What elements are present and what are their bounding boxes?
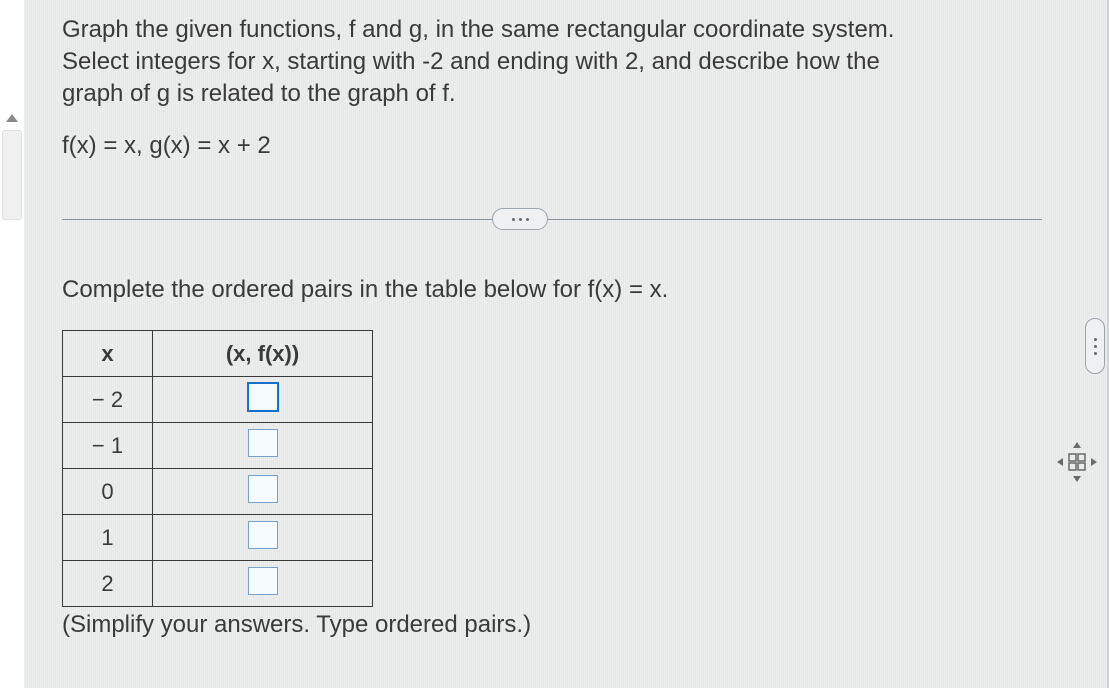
x-value-cell: 0: [63, 469, 153, 515]
table-row: − 2: [63, 377, 373, 423]
table-header-x: x: [63, 331, 153, 377]
ordered-pairs-table: x (x, f(x)) − 2 − 1 0 1: [62, 330, 373, 607]
instruction-text: Complete the ordered pairs in the table …: [62, 276, 1062, 304]
dot-icon: [512, 218, 515, 221]
dot-icon: [1094, 345, 1097, 348]
answer-input[interactable]: [248, 521, 278, 549]
scroll-up-arrow-icon[interactable]: [6, 114, 18, 122]
left-scrollbar-track[interactable]: [0, 0, 24, 688]
fx-input-cell: [153, 469, 373, 515]
problem-line-1: Graph the given functions, f and g, in t…: [62, 14, 1062, 46]
move-window-icon[interactable]: [1055, 440, 1099, 484]
question-content: Graph the given functions, f and g, in t…: [62, 14, 1062, 639]
answer-input[interactable]: [248, 429, 278, 457]
fx-input-cell: [153, 377, 373, 423]
x-value-cell: − 2: [63, 377, 153, 423]
fx-input-cell: [153, 423, 373, 469]
table-row: 0: [63, 469, 373, 515]
answer-input[interactable]: [248, 567, 278, 595]
x-value-cell: 2: [63, 561, 153, 607]
dot-icon: [526, 218, 529, 221]
dot-icon: [1094, 352, 1097, 355]
table-header-fx: (x, f(x)): [153, 331, 373, 377]
section-divider: [62, 208, 1062, 232]
answer-hint: (Simplify your answers. Type ordered pai…: [62, 611, 1062, 639]
dot-icon: [519, 218, 522, 221]
side-options-button[interactable]: [1085, 318, 1105, 374]
problem-line-2: Select integers for x, starting with -2 …: [62, 46, 1062, 78]
table-row: 1: [63, 515, 373, 561]
x-value-cell: − 1: [63, 423, 153, 469]
scrollbar-thumb[interactable]: [2, 130, 22, 220]
fx-input-cell: [153, 515, 373, 561]
problem-line-3: graph of g is related to the graph of f.: [62, 78, 1062, 110]
function-formula: f(x) = x, g(x) = x + 2: [62, 132, 1062, 160]
expand-toggle-button[interactable]: [492, 208, 548, 230]
dot-icon: [1094, 338, 1097, 341]
divider-line: [62, 219, 1042, 220]
table-row: − 1: [63, 423, 373, 469]
x-value-cell: 1: [63, 515, 153, 561]
answer-input[interactable]: [248, 475, 278, 503]
problem-statement: Graph the given functions, f and g, in t…: [62, 14, 1062, 110]
table-row: 2: [63, 561, 373, 607]
fx-input-cell: [153, 561, 373, 607]
table-header-row: x (x, f(x)): [63, 331, 373, 377]
answer-input[interactable]: [247, 382, 279, 412]
